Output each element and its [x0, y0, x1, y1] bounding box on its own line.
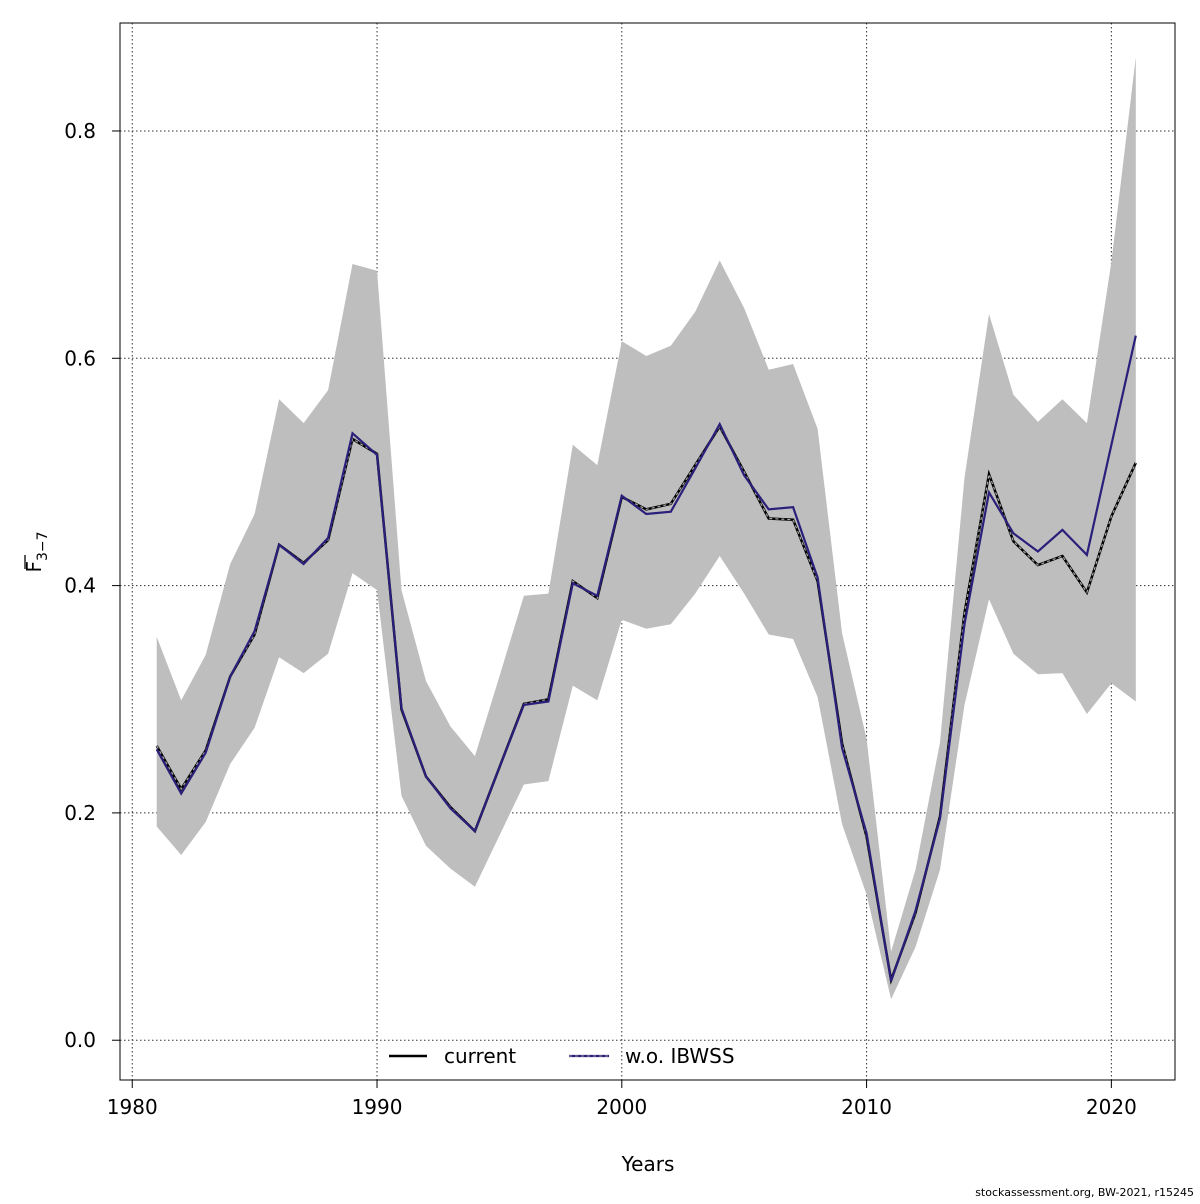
x-tick-label: 1990	[352, 1095, 403, 1119]
x-tick-label: 1980	[107, 1095, 158, 1119]
svg-text:F3−7: F3−7	[22, 531, 51, 572]
x-tick-label: 2010	[841, 1095, 892, 1119]
y-axis-title-subscript: 3−7	[35, 531, 51, 561]
y-axis-title-main: F	[22, 561, 46, 573]
y-tick-label: 0.0	[64, 1028, 96, 1052]
x-axis-title: Years	[621, 1152, 675, 1176]
legend: current w.o. IBWSS	[389, 1044, 735, 1068]
series-lines-layer	[155, 335, 1137, 985]
x-tick-label: 2000	[596, 1095, 647, 1119]
footer-credit: stockassessment.org, BW-2021, r15245	[975, 1186, 1194, 1199]
y-tick-label: 0.2	[64, 801, 96, 825]
series-line-wo-ibwss	[155, 335, 1137, 982]
y-axis: 0.0 0.2 0.4 0.6 0.8	[64, 119, 121, 1052]
legend-label-wo-ibwss: w.o. IBWSS	[625, 1044, 735, 1068]
x-axis: 1980 1990 2000 2010 2020	[107, 1079, 1137, 1119]
legend-label-current: current	[444, 1044, 516, 1068]
y-tick-label: 0.4	[64, 574, 96, 598]
confidence-band	[156, 57, 1136, 1000]
y-tick-label: 0.6	[64, 346, 96, 370]
confidence-band-layer	[156, 57, 1136, 1000]
y-tick-label: 0.8	[64, 119, 96, 143]
y-axis-title: F3−7	[22, 531, 51, 572]
x-tick-label: 2020	[1086, 1095, 1137, 1119]
